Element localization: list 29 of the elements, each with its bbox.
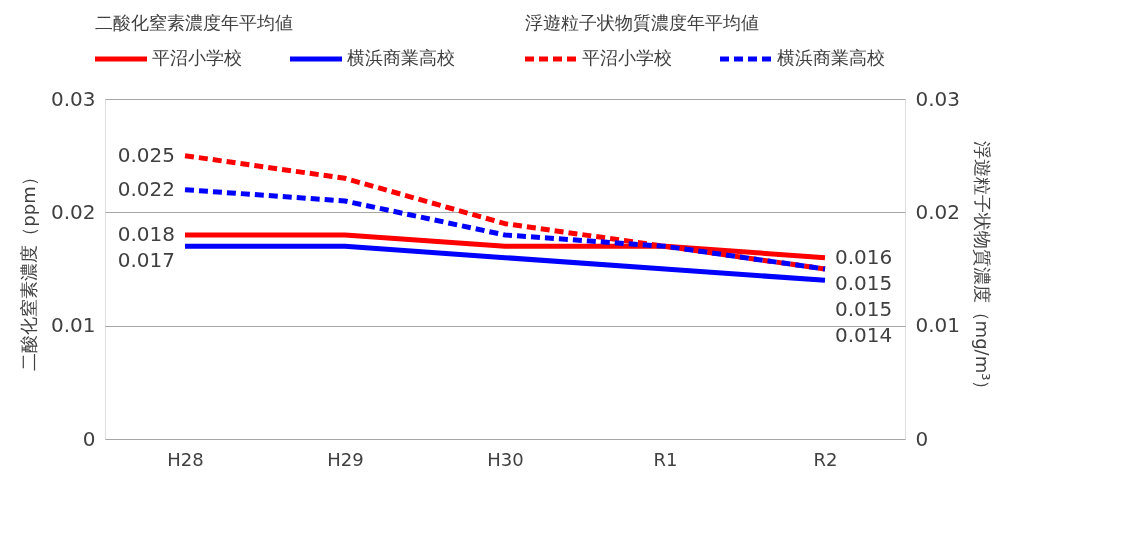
data-label: 0.017 xyxy=(117,248,175,272)
y-tick-label: 0 xyxy=(82,426,96,451)
x-tick-label: R1 xyxy=(653,448,678,470)
x-tick-label: R2 xyxy=(813,448,838,470)
y2-tick-label: 0.01 xyxy=(915,313,961,338)
data-label: 0.016 xyxy=(835,244,893,269)
data-label: 0.022 xyxy=(117,176,175,201)
y-tick-label: 0.02 xyxy=(50,199,96,224)
legend-label: 横浜商業高校 xyxy=(777,47,885,68)
legend-label: 横浜商業高校 xyxy=(347,47,455,68)
text: 浮遊粒子状物質濃度年平均値 xyxy=(525,12,759,33)
x-tick-label: H28 xyxy=(167,448,204,470)
data-label: 0.025 xyxy=(117,142,175,167)
data-label: 0.018 xyxy=(117,222,175,246)
y-tick-label: 0.01 xyxy=(50,313,96,338)
y2-tick-label: 0.03 xyxy=(915,86,961,111)
y2-axis-title: 浮遊粒子状物質濃度（mg/m³） xyxy=(972,140,994,399)
y-axis-title: 二酸化窒素濃度（ppm） xyxy=(17,168,39,371)
text: 二酸化窒素濃度年平均値 xyxy=(95,12,293,33)
data-label: 0.015 xyxy=(835,296,893,321)
legend-label: 平沼小学校 xyxy=(582,47,672,68)
data-label: 0.014 xyxy=(835,322,893,347)
x-tick-label: H30 xyxy=(487,448,524,470)
legend-label: 平沼小学校 xyxy=(152,47,242,68)
y2-tick-label: 0 xyxy=(915,426,929,451)
y2-tick-label: 0.02 xyxy=(915,199,961,224)
y-tick-label: 0.03 xyxy=(50,86,96,111)
x-tick-label: H29 xyxy=(327,448,364,470)
data-label: 0.015 xyxy=(835,270,893,295)
